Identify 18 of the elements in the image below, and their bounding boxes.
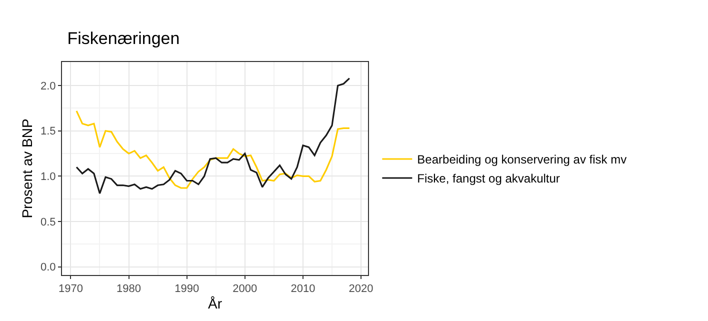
chart-title: Fiskenæringen <box>67 29 180 48</box>
y-tick-label: 0.0 <box>40 262 56 274</box>
x-tick-label: 2010 <box>290 283 316 296</box>
y-tick-label: 1.5 <box>40 126 56 138</box>
y-tick-label: 2.0 <box>40 80 56 92</box>
legend-label: Bearbeiding og konservering av fisk mv <box>417 152 627 167</box>
line-series <box>76 110 350 189</box>
x-tick-label: 2020 <box>348 283 374 296</box>
x-tick-label: 1970 <box>58 283 83 296</box>
y-tick-label: 1.0 <box>40 171 56 184</box>
x-tick-label: 1980 <box>116 283 142 296</box>
x-axis-title: År <box>208 296 222 312</box>
line-series <box>76 78 350 194</box>
x-tick-label: 1990 <box>174 283 200 296</box>
legend-label: Fiske, fangst og akvakultur <box>417 172 560 186</box>
y-tick-label: 0.5 <box>40 216 56 228</box>
x-tick-label: 2000 <box>232 283 258 296</box>
y-axis-title: Prosent av BNP <box>19 118 36 218</box>
